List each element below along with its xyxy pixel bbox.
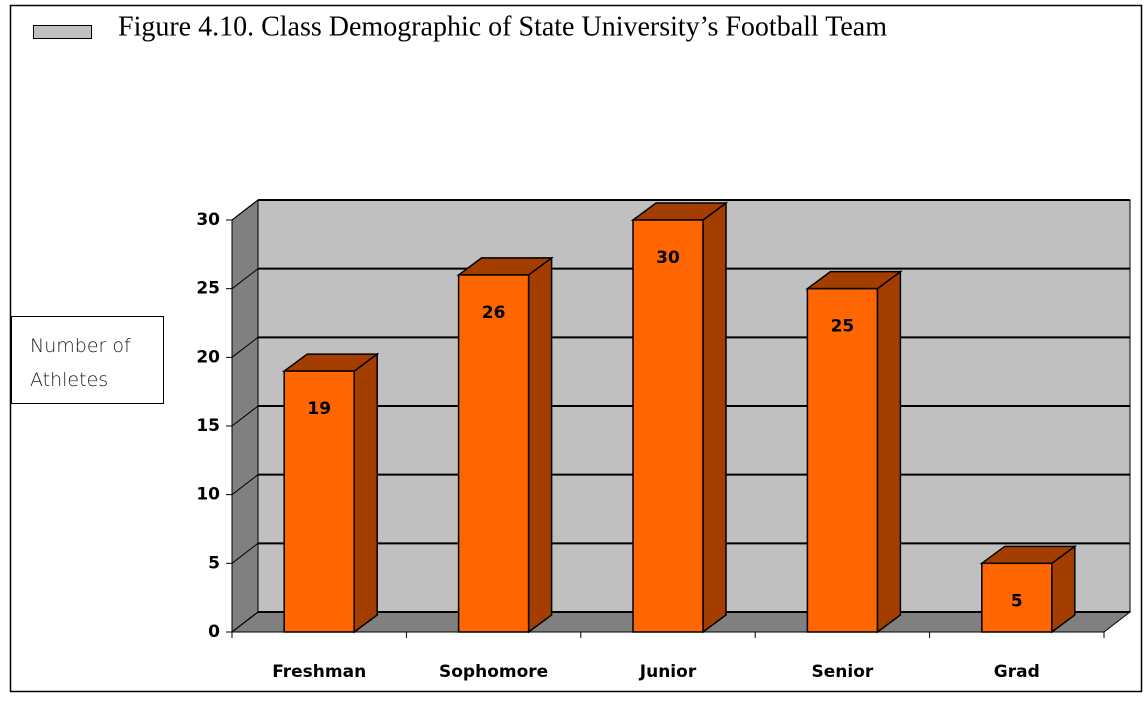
y-tick-label: 20 [196, 347, 220, 367]
grid-line-side [231, 611, 259, 633]
bar [457, 274, 530, 633]
x-tick-label: Freshman [272, 662, 366, 682]
bar-side [353, 352, 378, 634]
y-tick-label: 0 [208, 622, 220, 642]
value-label: 19 [307, 399, 331, 419]
value-label: 26 [482, 303, 506, 323]
y-tick-label: 10 [196, 485, 220, 505]
value-label: 5 [1011, 591, 1023, 611]
chart-title: Figure 4.10. Class Demographic of State … [118, 11, 887, 42]
value-label: 25 [831, 317, 855, 337]
y-tick-label: 5 [208, 553, 220, 573]
bar-side [702, 201, 727, 634]
bar [806, 287, 879, 633]
y-tick-label: 15 [196, 416, 220, 436]
y-tick-label: 25 [196, 279, 220, 299]
y-tick-label: 30 [196, 210, 220, 230]
x-tick-label: Sophomore [439, 662, 548, 682]
bar-side [876, 270, 902, 634]
grid-line-side [231, 199, 259, 221]
grid-line-side [231, 336, 259, 358]
grid-line-side [231, 405, 259, 427]
x-tick-label: Senior [812, 662, 874, 682]
bar-side [527, 256, 553, 634]
x-tick-label: Junior [639, 662, 697, 682]
bar [283, 370, 355, 633]
legend-swatch [33, 25, 92, 39]
grid-line-side [231, 474, 259, 496]
bar [981, 562, 1053, 633]
frame [9, 4, 1143, 693]
grid-line-side [231, 542, 259, 564]
x-tick-label: Grad [994, 662, 1040, 682]
value-label: 30 [656, 248, 680, 268]
grid-line-side [231, 268, 259, 290]
y-axis-label-text: Number of Athletes [30, 335, 131, 391]
y-axis-label: Number of Athletes [11, 316, 164, 404]
bar [632, 219, 704, 633]
